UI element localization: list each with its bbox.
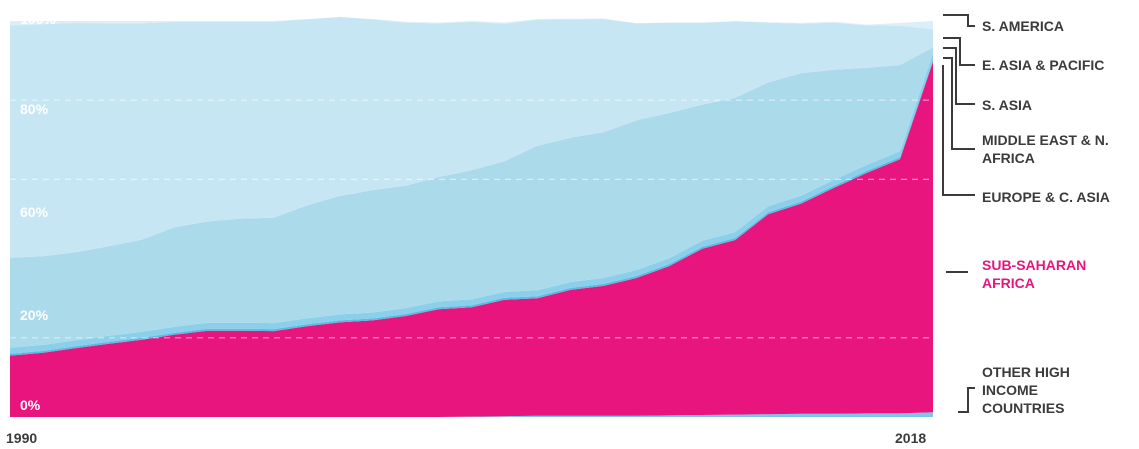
legend-connector-1 (943, 37, 975, 66)
area-series-5 (10, 17, 933, 258)
legend-label-e-asia-pacific: E. ASIA & PACIFIC (982, 57, 1105, 73)
legend-connector-3 (943, 57, 975, 150)
x-tick-label-start: 1990 (6, 430, 38, 446)
legend-label-s-asia: S. ASIA (982, 97, 1033, 113)
area-series-0 (10, 412, 933, 417)
legend-connector-0 (943, 14, 975, 27)
legend-connector-4 (942, 65, 975, 196)
y-tick-label-0: 0% (20, 397, 41, 413)
legend-label-s-america: S. AMERICA (982, 18, 1064, 34)
legend-connector-6 (958, 387, 975, 413)
area-series-1 (10, 61, 933, 418)
area-layers (10, 17, 933, 418)
y-tick-label-100: 100% (20, 11, 56, 27)
y-tick-label-20: 20% (20, 307, 49, 323)
legend-label-europe-c-asia: EUROPE & C. ASIA (982, 189, 1110, 205)
legend-connectors (942, 14, 975, 413)
legend-label-other-high-income: OTHER HIGH INCOME COUNTRIES (982, 364, 1070, 416)
x-tick-label-end: 2018 (895, 430, 927, 446)
legend-connector-2 (943, 47, 975, 105)
legend-label-middle-east: MIDDLE EAST & N. AFRICA (982, 132, 1109, 166)
y-tick-label-80: 80% (20, 101, 49, 117)
y-tick-label-60: 60% (20, 204, 49, 220)
area-series-4 (10, 47, 933, 348)
legend-label-sub-saharan-africa: SUB-SAHARAN AFRICA (982, 257, 1087, 291)
